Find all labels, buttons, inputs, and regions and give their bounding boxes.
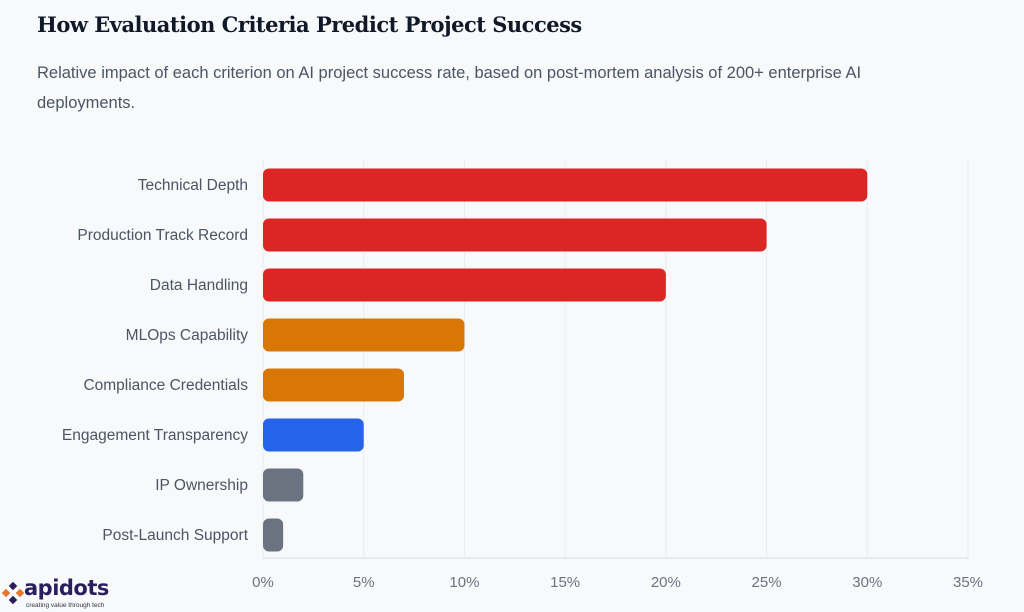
x-tick-label: 20%: [651, 574, 681, 591]
y-category-label: Technical Depth: [138, 177, 248, 194]
logo-mark-icon: [2, 582, 24, 604]
bar: [263, 468, 304, 502]
y-category-label: Production Track Record: [77, 227, 248, 244]
y-category-label: Engagement Transparency: [62, 427, 248, 444]
y-category-label: Compliance Credentials: [83, 377, 248, 394]
bar: [263, 268, 666, 302]
bar: [263, 418, 364, 452]
bar: [263, 368, 404, 402]
x-tick-label: 15%: [550, 574, 580, 591]
x-tick-label: 5%: [353, 574, 375, 591]
y-category-label: Data Handling: [150, 277, 248, 294]
chart-subtitle: Relative impact of each criterion on AI …: [37, 64, 862, 112]
logo-tagline: creating value through tech: [26, 602, 105, 609]
logo-wordmark: apidots: [24, 576, 109, 600]
y-category-label: IP Ownership: [155, 477, 248, 494]
x-tick-label: 10%: [449, 574, 479, 591]
x-tick-label: 25%: [752, 574, 782, 591]
bar: [263, 318, 465, 352]
bar: [263, 218, 767, 252]
y-category-label: MLOps Capability: [126, 327, 249, 344]
x-tick-label: 30%: [852, 574, 882, 591]
chart-title: How Evaluation Criteria Predict Project …: [37, 12, 582, 37]
x-tick-label: 35%: [953, 574, 983, 591]
bar: [263, 518, 284, 552]
x-tick-label: 0%: [252, 574, 274, 591]
bar: [263, 168, 868, 202]
y-category-label: Post-Launch Support: [102, 527, 248, 544]
